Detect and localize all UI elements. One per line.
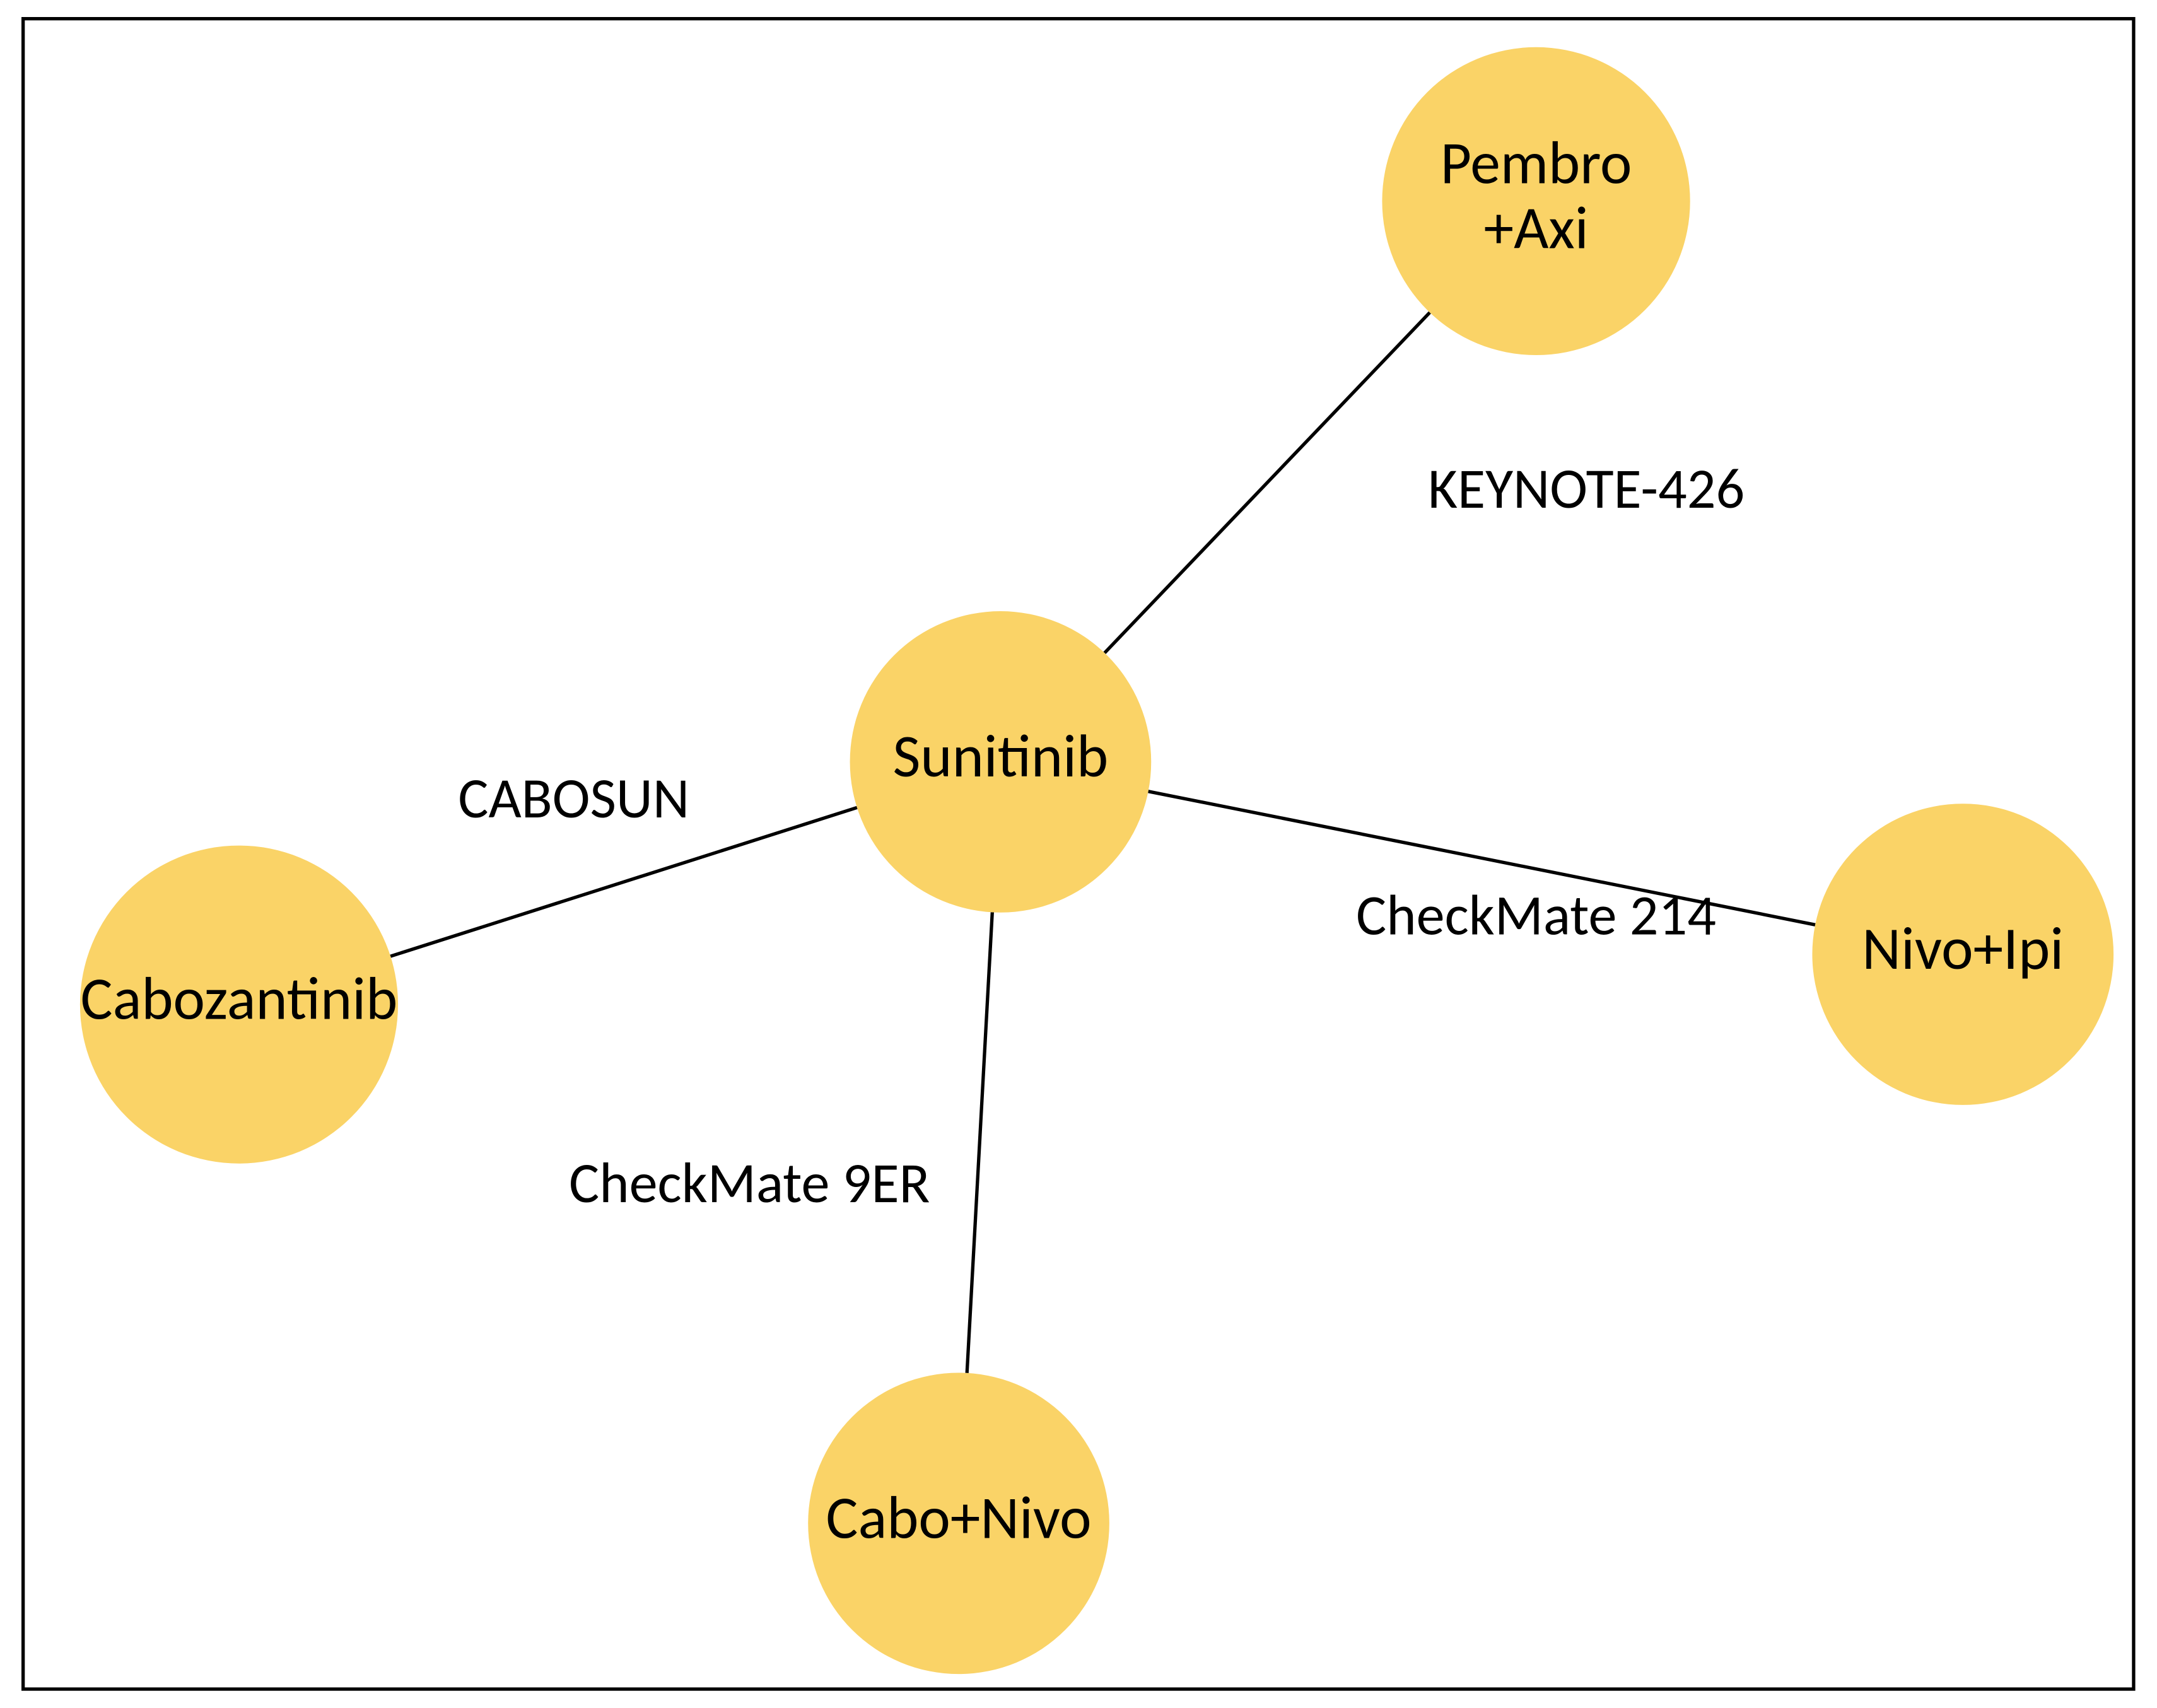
edge-label-sunitinib-cabozantinib: CABOSUN [459,764,690,833]
node-label-sunitinib: Sunitinib [893,719,1109,793]
diagram-frame: KEYNOTE-426 CheckMate 214 CheckMate 9ER CAB… [21,17,2136,1691]
network-diagram: KEYNOTE-426 CheckMate 214 CheckMate 9ER CAB… [21,17,2136,1691]
node-label-cabozantinib: Cabozantinib [81,962,398,1036]
edge-label-sunitinib-cabo-nivo: CheckMate 9ER [569,1149,930,1218]
node-label-cabo-nivo: Cabo+Nivo [826,1480,1092,1554]
edge-label-sunitinib-pembro-axi: KEYNOTE-426 [1428,454,1745,524]
edge-label-sunitinib-nivo-ipi: CheckMate 214 [1356,881,1716,951]
node-label-nivo-ipi: Nivo+Ipi [1862,911,2064,985]
